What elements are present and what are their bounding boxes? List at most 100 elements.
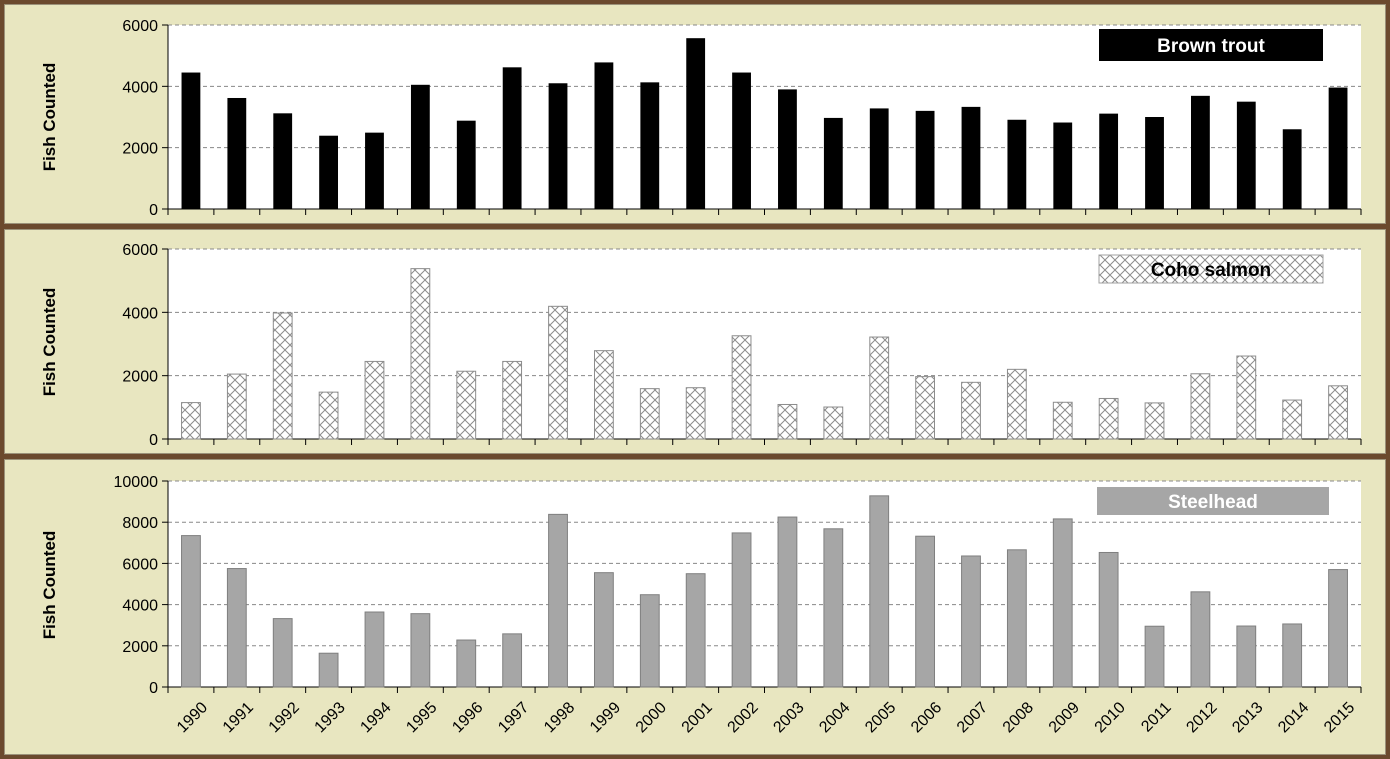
brown-trout-chart: 0 2000 4000 6000 Fish Counted Brown trout (4, 4, 1386, 224)
bar (273, 113, 293, 209)
x-tick-label: 1997 (495, 699, 532, 736)
x-tick-label: 1994 (357, 699, 394, 736)
y-tick-label: 0 (149, 432, 158, 449)
bar (226, 568, 247, 688)
y-tick-label: 4000 (122, 79, 158, 96)
bar (1190, 373, 1211, 440)
bar (823, 528, 844, 688)
bar (961, 106, 981, 209)
bar (456, 120, 476, 209)
bar (181, 72, 201, 210)
bar (1144, 625, 1165, 688)
bar (227, 97, 247, 209)
legend-label: Coho salmon (1151, 260, 1271, 281)
bar (915, 110, 935, 209)
bar (639, 594, 660, 688)
bar (502, 360, 523, 440)
bar (1007, 119, 1027, 209)
x-tick-label: 1995 (403, 699, 440, 736)
bar (364, 611, 385, 688)
bar (548, 83, 568, 209)
bar (639, 388, 660, 440)
bar (1190, 95, 1210, 209)
x-tick-label: 2011 (1138, 699, 1174, 735)
bar (1328, 87, 1348, 209)
x-tick-label: 2007 (954, 699, 991, 736)
bar (823, 406, 844, 440)
bar (548, 305, 568, 440)
bar (1282, 129, 1302, 209)
bar (410, 268, 431, 440)
bar (272, 312, 293, 440)
bar (1099, 113, 1119, 209)
bar (685, 573, 706, 688)
y-axis-label: Fish Counted (40, 531, 59, 640)
bar (593, 350, 614, 440)
bar (456, 639, 477, 688)
bar (1144, 402, 1165, 440)
y-tick-label: 8000 (122, 515, 158, 532)
x-tick-label: 2002 (725, 699, 762, 736)
bar (869, 495, 890, 688)
bar (1328, 569, 1348, 688)
bar (915, 535, 936, 688)
y-tick-label: 2000 (122, 639, 158, 656)
bar (1282, 623, 1303, 688)
legend-box (1098, 254, 1324, 284)
x-tick-label: 1990 (174, 699, 211, 736)
x-tick-label: 2001 (679, 699, 716, 736)
bar (732, 72, 751, 210)
bar (869, 336, 890, 440)
bar (1053, 122, 1073, 209)
chart-svg: 0 2000 4000 6000 Fish Counted Coho salmon (40, 242, 1362, 449)
legend-label: Steelhead (1168, 492, 1258, 513)
bar (319, 135, 339, 209)
bar (1282, 399, 1303, 440)
bar (777, 516, 798, 688)
bar (869, 108, 889, 209)
bar (1236, 355, 1257, 440)
x-tick-label: 2012 (1183, 699, 1220, 736)
bar (1006, 368, 1027, 440)
bar (410, 84, 430, 209)
bar (364, 360, 385, 440)
bar (961, 555, 981, 688)
x-tick-label: 1996 (449, 699, 486, 736)
x-tick-label: 2015 (1321, 699, 1358, 736)
bar (915, 376, 936, 440)
bar (456, 370, 477, 440)
bar (1052, 518, 1073, 688)
x-tick-label: 1992 (266, 699, 303, 736)
legend-label: Brown trout (1157, 36, 1265, 57)
y-tick-label: 2000 (122, 369, 158, 386)
bar (593, 572, 614, 688)
bar (318, 652, 339, 688)
y-axis-label: Fish Counted (40, 63, 59, 172)
bar (686, 38, 706, 209)
y-tick-label: 6000 (122, 242, 158, 259)
bar (685, 387, 706, 440)
x-tick-label: 2013 (1229, 699, 1266, 736)
x-tick-label: 2004 (816, 699, 853, 736)
x-tick-label: 1993 (312, 699, 349, 736)
bar (181, 402, 201, 440)
legend-box (1097, 487, 1329, 515)
bar (1328, 385, 1348, 440)
steelhead-chart: 0 2000 4000 6000 8000 10000 1990 1991 1992 1993 19… (4, 459, 1386, 755)
bar (1236, 625, 1257, 688)
y-axis-label: Fish Counted (40, 288, 59, 397)
chart-svg: 0 2000 4000 6000 Fish Counted Brown trout (40, 18, 1362, 219)
x-tick-label: 1998 (541, 699, 578, 736)
x-tick-label: 2005 (862, 699, 899, 736)
x-tick-label: 2010 (1092, 699, 1129, 736)
x-tick-label: 2008 (1000, 699, 1037, 736)
bar (502, 67, 522, 209)
bar (410, 613, 431, 688)
bar (365, 132, 384, 209)
y-tick-label: 2000 (122, 141, 158, 158)
bar (181, 535, 201, 688)
legend-box (1099, 29, 1323, 61)
y-tick-label: 4000 (122, 305, 158, 322)
bar (640, 82, 660, 209)
bar (1006, 549, 1027, 688)
